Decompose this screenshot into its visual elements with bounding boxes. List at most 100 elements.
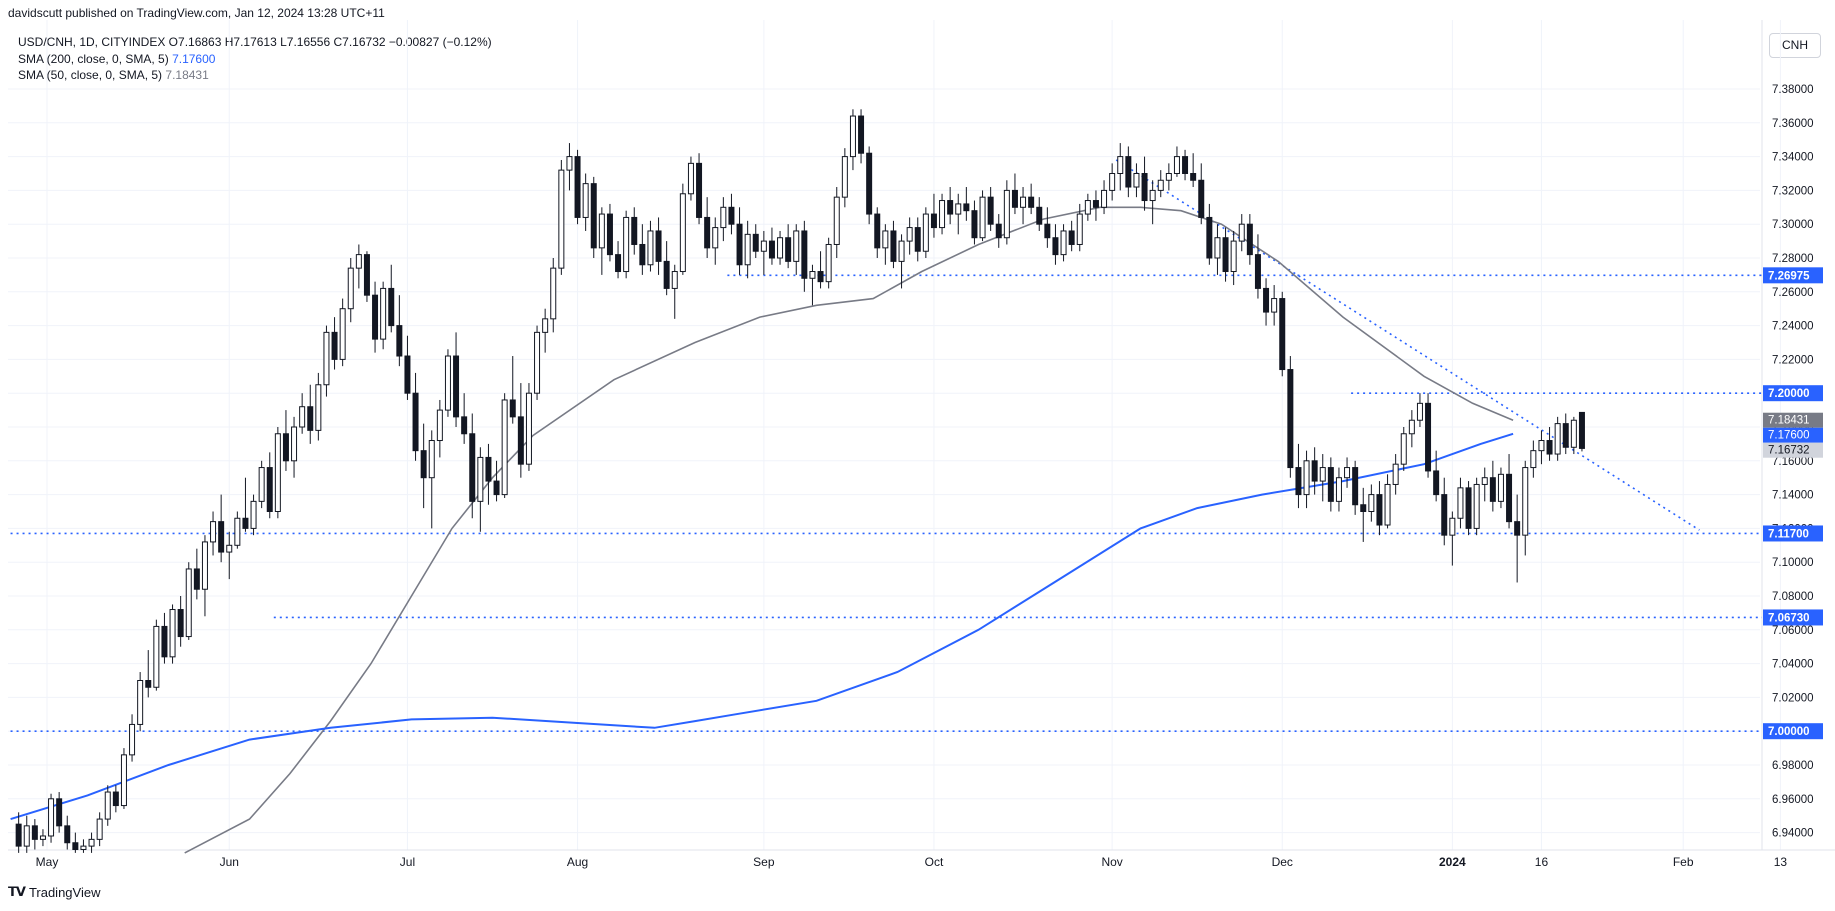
candle-body <box>898 240 905 262</box>
last-price-label: 7.16732 <box>1768 445 1810 457</box>
candle-body <box>1238 223 1245 242</box>
candle-body <box>1392 463 1399 485</box>
time-tick-label: Jul <box>400 855 415 869</box>
price-tick-label: 7.06000 <box>1772 625 1814 637</box>
candle-body <box>1311 460 1318 482</box>
price-level-label: 7.11700 <box>1768 528 1809 540</box>
price-tick-label: 7.08000 <box>1772 591 1814 603</box>
price-tick-label: 7.14000 <box>1772 490 1814 502</box>
sma50-line <box>184 206 1514 854</box>
candle-body <box>866 152 873 215</box>
price-tick-label: 7.38000 <box>1772 84 1814 96</box>
candle-body <box>558 169 565 269</box>
sma200-legend[interactable]: SMA (200, close, 0, SMA, 5) 7.17600 <box>18 51 492 68</box>
candle-body <box>615 254 622 273</box>
candle-body <box>914 227 921 252</box>
tradingview-logo-text: TradingView <box>28 884 101 900</box>
candle-body <box>96 818 103 840</box>
candle-body <box>817 271 824 283</box>
candle-body <box>663 260 670 289</box>
candle-body <box>137 680 144 725</box>
candle-body <box>1020 196 1027 208</box>
candle-body <box>1182 156 1189 175</box>
candle-body <box>1578 411 1585 449</box>
time-tick-label: 2024 <box>1439 855 1466 869</box>
price-level-badge <box>1763 385 1823 402</box>
candle-body <box>161 625 168 658</box>
candle-body <box>1279 298 1286 371</box>
time-tick-label: Jun <box>220 855 239 869</box>
candle-body <box>874 213 881 249</box>
candle-body <box>1003 189 1010 239</box>
price-level-badge <box>1763 723 1823 740</box>
candle-body <box>153 625 160 688</box>
candle-body <box>1206 216 1213 259</box>
last-price-badge <box>1763 412 1823 428</box>
candle-body <box>291 426 298 462</box>
currency-button[interactable]: CNH <box>1769 33 1821 58</box>
candle-body <box>1011 189 1018 208</box>
grid <box>8 20 1835 851</box>
candle-body <box>372 294 379 340</box>
candle-body <box>1263 287 1270 313</box>
candle-body <box>299 406 306 428</box>
candle-body <box>1060 230 1067 256</box>
price-level-badge <box>1763 525 1823 542</box>
candle-body <box>469 433 476 502</box>
candle-body <box>1214 237 1221 259</box>
candle-body <box>274 433 281 513</box>
candle-body <box>1384 483 1391 526</box>
candle-body <box>1084 200 1091 215</box>
candle-body <box>1546 440 1553 455</box>
candle-body <box>1222 237 1229 273</box>
candle-body <box>930 213 937 229</box>
candle-body <box>1028 196 1035 208</box>
time-axis: MayJunJulAugSepOctNovDec202416Feb13Mar <box>36 855 1788 869</box>
price-level-label: 7.06730 <box>1768 612 1810 624</box>
price-tick-label: 7.04000 <box>1772 659 1814 671</box>
candle-body <box>1449 517 1456 536</box>
candle-body <box>1335 477 1342 502</box>
candle-body <box>1538 440 1545 452</box>
candle-body <box>31 825 38 840</box>
candle-body <box>906 227 913 242</box>
candle-body <box>590 183 597 249</box>
candle-body <box>1530 450 1537 469</box>
candle-body <box>64 825 71 844</box>
candle-body <box>145 680 152 688</box>
candle-body <box>1165 173 1172 181</box>
candle-body <box>1271 298 1278 313</box>
candle-body <box>947 200 954 215</box>
price-tick-label: 7.16000 <box>1772 456 1814 468</box>
candle-body <box>849 115 856 158</box>
candle-body <box>1149 189 1156 202</box>
candle-body <box>1254 254 1261 289</box>
candle-body <box>1489 477 1496 502</box>
candle-body <box>380 287 387 340</box>
candle-body <box>858 115 865 154</box>
published-by-line: davidscutt published on TradingView.com,… <box>8 6 385 20</box>
candle-body <box>1327 467 1334 502</box>
sma200-line <box>10 432 1514 821</box>
candle-body <box>477 456 484 502</box>
candle-body <box>1514 521 1521 536</box>
candle-body <box>396 325 403 357</box>
time-tick-label: May <box>36 855 59 869</box>
price-level-badge <box>1763 609 1823 626</box>
candle-body <box>566 156 573 171</box>
candle-body <box>1473 483 1480 529</box>
candle-body <box>1506 473 1513 523</box>
candle-body <box>1465 487 1472 529</box>
price-tick-label: 7.26000 <box>1772 287 1814 299</box>
price-level-badge <box>1763 267 1823 284</box>
candle-body <box>979 196 986 239</box>
candle-body <box>1408 419 1415 435</box>
candle-body <box>242 517 249 529</box>
candle-body <box>388 287 395 327</box>
sma50-legend[interactable]: SMA (50, close, 0, SMA, 5) 7.18431 <box>18 67 492 84</box>
candle-body <box>517 416 524 465</box>
candle-body <box>1230 240 1237 273</box>
price-tick-label: 7.22000 <box>1772 354 1814 366</box>
candle-body <box>995 223 1002 239</box>
